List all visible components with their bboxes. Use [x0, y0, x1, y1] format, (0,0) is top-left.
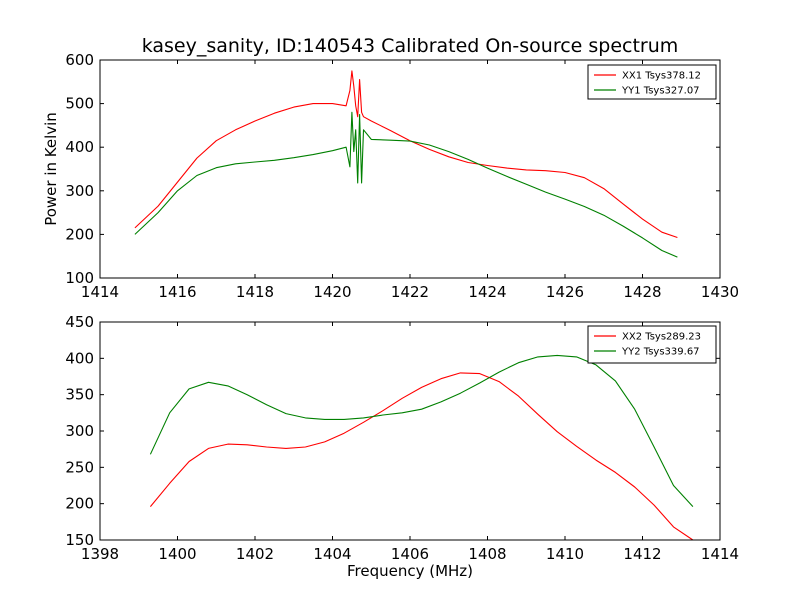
x-tick-label: 1424 [468, 283, 506, 301]
series-line-yy1 [134, 111, 678, 258]
x-tick-label: 1418 [236, 283, 274, 301]
chart-title: kasey_sanity, ID:140543 Calibrated On-so… [142, 35, 679, 57]
y-tick-label: 200 [65, 225, 94, 243]
x-tick-label: 1422 [391, 283, 429, 301]
x-tick-label: 1400 [158, 545, 196, 563]
series-line-xx2 [149, 372, 694, 541]
y-tick-label: 150 [65, 531, 94, 549]
y-axis-label: Power in Kelvin [42, 112, 60, 226]
y-tick-label: 600 [65, 51, 94, 69]
legend-box [587, 325, 717, 364]
y-tick-label: 200 [65, 495, 94, 513]
legend-entry: XX2 Tsys289.23 [622, 332, 701, 343]
legend: XX1 Tsys378.12 YY1 Tsys327.07 [587, 64, 717, 100]
legend: XX2 Tsys289.23 YY2 Tsys339.67 [587, 325, 717, 364]
x-tick-label: 1414 [701, 545, 739, 563]
x-tick-label: 1398 [81, 545, 119, 563]
subplot-1: 1414 1416 1418 1420 1422 1424 1426 1428 1430 100 2… [42, 35, 739, 301]
x-tick-label: 1426 [546, 283, 584, 301]
y-tick-label: 250 [65, 458, 94, 476]
x-tick-label: 1410 [546, 545, 584, 563]
x-tick-label: 1408 [468, 545, 506, 563]
x-tick-label: 1412 [623, 545, 661, 563]
y-tick-label: 350 [65, 386, 94, 404]
x-tick-label: 1428 [623, 283, 661, 301]
x-tick-label: 1406 [391, 545, 429, 563]
y-tick-label: 450 [65, 313, 94, 331]
y-tick-label: 500 [65, 95, 94, 113]
x-tick-label: 1402 [236, 545, 274, 563]
legend-entry: YY1 Tsys327.07 [621, 86, 700, 97]
x-tick-label: 1404 [313, 545, 351, 563]
x-axis-label: Frequency (MHz) [347, 562, 473, 580]
y-tick-label: 400 [65, 138, 94, 156]
x-tick-label: 1430 [701, 283, 739, 301]
x-tick-label: 1420 [313, 283, 351, 301]
legend-entry: YY2 Tsys339.67 [621, 347, 700, 358]
y-tick-label: 300 [65, 182, 94, 200]
legend-entry: XX1 Tsys378.12 [622, 71, 701, 82]
x-tick-label: 1414 [81, 283, 119, 301]
y-tick-label: 300 [65, 422, 94, 440]
series-line-xx1 [134, 70, 678, 239]
series-line-yy2 [149, 354, 694, 507]
x-tick-label: 1416 [158, 283, 196, 301]
legend-box [587, 64, 717, 100]
y-tick-label: 400 [65, 349, 94, 367]
y-tick-label: 100 [65, 269, 94, 287]
subplot-2: 1398 1400 1402 1404 1406 1408 1410 1412 1414 150 2… [65, 313, 739, 580]
